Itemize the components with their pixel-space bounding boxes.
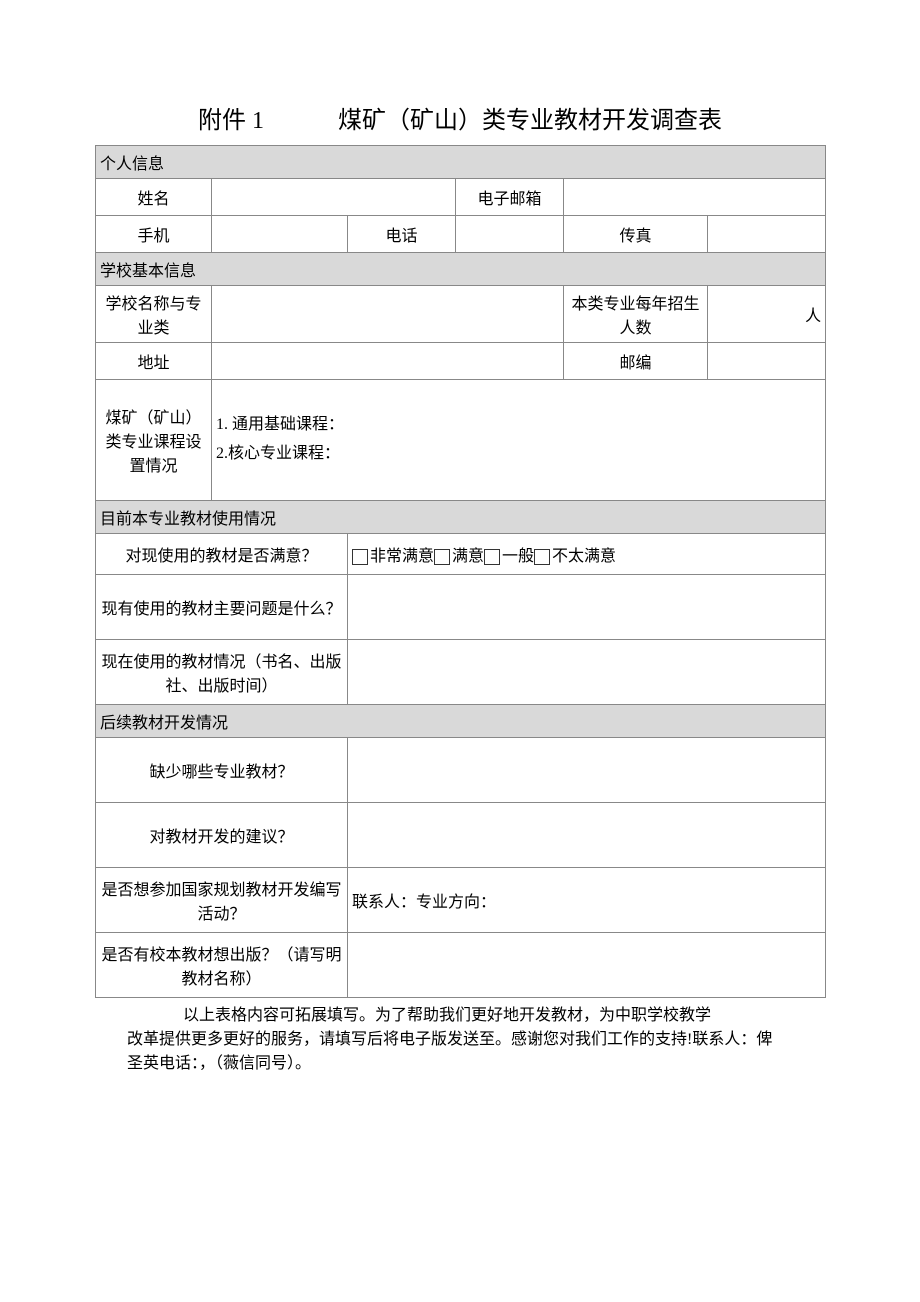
phone-input[interactable] bbox=[456, 216, 564, 253]
school-name-major-label: 学校名称与专业类 bbox=[96, 286, 212, 343]
section-development: 后续教材开发情况 bbox=[96, 705, 826, 738]
postcode-input[interactable] bbox=[708, 343, 826, 380]
publish-input[interactable] bbox=[348, 933, 826, 998]
curriculum-line1: 1. 通用基础课程： bbox=[216, 416, 344, 433]
checkbox-icon[interactable] bbox=[484, 549, 500, 565]
fax-label: 传真 bbox=[564, 216, 708, 253]
phone-label: 电话 bbox=[348, 216, 456, 253]
name-label: 姓名 bbox=[96, 179, 212, 216]
missing-label: 缺少哪些专业教材？ bbox=[96, 738, 348, 803]
postcode-label: 邮编 bbox=[564, 343, 708, 380]
survey-table: 个人信息 姓名 电子邮箱 手机 电话 传真 学校基本信息 学校名称与专业类 本类… bbox=[95, 145, 826, 998]
fax-input[interactable] bbox=[708, 216, 826, 253]
enrollment-unit: 人 bbox=[805, 308, 821, 325]
satisfaction-options[interactable]: 非常满意 满意 一般 不太满意 bbox=[348, 534, 826, 575]
footer-line1: 以上表格内容可拓展填写。为了帮助我们更好地开发教材，为中职学校教学 bbox=[95, 1004, 825, 1028]
title-row: 附件 1 煤矿（矿山）类专业教材开发调查表 bbox=[95, 100, 825, 135]
footer-line3: 圣英电话：，（薇信同号）。 bbox=[95, 1052, 825, 1076]
opt-very-satisfied: 非常满意 bbox=[370, 548, 434, 565]
attachment-label: 附件 1 bbox=[198, 100, 264, 135]
main-title: 煤矿（矿山）类专业教材开发调查表 bbox=[338, 100, 722, 135]
address-label: 地址 bbox=[96, 343, 212, 380]
footer-line2: 改革提供更多更好的服务，请填写后将电子版发送至。感谢您对我们工作的支持!联系人：… bbox=[95, 1028, 825, 1052]
checkbox-icon[interactable] bbox=[352, 549, 368, 565]
curriculum-content[interactable]: 1. 通用基础课程： 2.核心专业课程： bbox=[212, 380, 826, 501]
name-input[interactable] bbox=[212, 179, 456, 216]
checkbox-icon[interactable] bbox=[434, 549, 450, 565]
participate-input[interactable]: 联系人：专业方向： bbox=[348, 868, 826, 933]
opt-satisfied: 满意 bbox=[452, 548, 484, 565]
opt-unsatisfied: 不太满意 bbox=[552, 548, 616, 565]
section-school: 学校基本信息 bbox=[96, 253, 826, 286]
section-usage: 目前本专业教材使用情况 bbox=[96, 501, 826, 534]
problems-label: 现有使用的教材主要问题是什么？ bbox=[96, 575, 348, 640]
curriculum-line2: 2.核心专业课程： bbox=[216, 445, 340, 462]
suggestion-input[interactable] bbox=[348, 803, 826, 868]
publish-label: 是否有校本教材想出版？（请写明教材名称） bbox=[96, 933, 348, 998]
satisfaction-label: 对现使用的教材是否满意？ bbox=[96, 534, 348, 575]
suggestion-label: 对教材开发的建议？ bbox=[96, 803, 348, 868]
email-label: 电子邮箱 bbox=[456, 179, 564, 216]
opt-average: 一般 bbox=[502, 548, 534, 565]
problems-input[interactable] bbox=[348, 575, 826, 640]
current-textbook-label: 现在使用的教材情况（书名、出版社、出版时间） bbox=[96, 640, 348, 705]
document-page: 附件 1 煤矿（矿山）类专业教材开发调查表 个人信息 姓名 电子邮箱 手机 电话… bbox=[0, 0, 920, 1136]
participate-label: 是否想参加国家规划教材开发编写活动？ bbox=[96, 868, 348, 933]
email-input[interactable] bbox=[564, 179, 826, 216]
mobile-label: 手机 bbox=[96, 216, 212, 253]
school-name-major-input[interactable] bbox=[212, 286, 564, 343]
section-personal: 个人信息 bbox=[96, 146, 826, 179]
curriculum-label: 煤矿（矿山）类专业课程设置情况 bbox=[96, 380, 212, 501]
checkbox-icon[interactable] bbox=[534, 549, 550, 565]
enrollment-input[interactable]: 人 bbox=[708, 286, 826, 343]
address-input[interactable] bbox=[212, 343, 564, 380]
missing-input[interactable] bbox=[348, 738, 826, 803]
enrollment-label: 本类专业每年招生人数 bbox=[564, 286, 708, 343]
mobile-input[interactable] bbox=[212, 216, 348, 253]
current-textbook-input[interactable] bbox=[348, 640, 826, 705]
